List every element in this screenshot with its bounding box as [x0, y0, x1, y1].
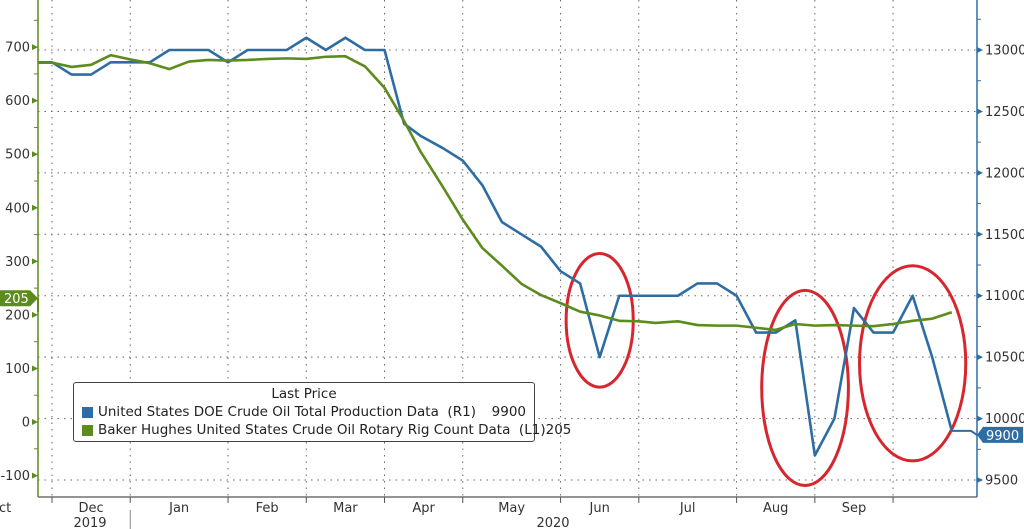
left-tick-label: 100 [5, 362, 30, 377]
left-tick-label: 300 [5, 255, 30, 270]
year-label: 2020 [536, 516, 569, 529]
x-tick-label: Jul [679, 501, 696, 516]
right-tick-arrow [977, 477, 983, 484]
left-tick-label: 0 [22, 416, 30, 431]
left-last-value-label: 205 [4, 292, 29, 307]
legend-swatch-green [82, 424, 93, 436]
left-tick-arrow [32, 151, 38, 158]
legend-series-name: Baker Hughes United States Crude Oil Rot… [98, 422, 511, 438]
legend: Last Price United States DOE Crude Oil T… [73, 382, 571, 442]
left-tick-arrow [32, 204, 38, 211]
legend-series-name: United States DOE Crude Oil Total Produc… [98, 404, 439, 420]
right-tick-arrow [977, 292, 983, 299]
x-tick-label: Apr [412, 501, 435, 516]
production-line [38, 36, 954, 457]
highlight-ellipses [564, 251, 968, 487]
legend-last-value: 9900 [491, 404, 526, 420]
right-tick-label: 13000 [985, 44, 1024, 59]
legend-series-axis: L1 [524, 422, 541, 438]
legend-header: Last Price [271, 386, 337, 402]
right-tick-arrow [977, 169, 983, 176]
legend-item-rig-count: Baker Hughes United States Crude Oil Rot… [82, 421, 571, 439]
highlight-ellipse [858, 264, 968, 463]
x-tick-label: Feb [256, 501, 279, 516]
left-tick-arrow [32, 419, 38, 426]
rig-count-line [38, 53, 953, 332]
right-tick-label: 11500 [985, 228, 1024, 243]
x-tick-label: Jun [589, 501, 610, 516]
x-tick-label: Aug [763, 501, 788, 516]
x-tick-label: Jan [168, 501, 189, 516]
right-tick-label: 12000 [985, 166, 1024, 181]
series-lines [38, 36, 954, 457]
right-tick-arrow [977, 354, 983, 361]
left-tick-label: 200 [5, 308, 30, 323]
x-tick-label: Sep [842, 501, 867, 516]
legend-item-production: United States DOE Crude Oil Total Produc… [82, 403, 526, 421]
left-tick-arrow [32, 44, 38, 51]
x-tick-label: Mar [333, 501, 358, 516]
left-tick-arrow [32, 365, 38, 372]
year-label: 2019 [73, 516, 106, 529]
legend-series-axis: R1 [452, 404, 471, 420]
right-tick-label: 11000 [985, 289, 1024, 304]
left-tick-label: -100 [0, 469, 30, 484]
right-tick-label: 10500 [985, 351, 1024, 366]
left-tick-arrow [32, 258, 38, 265]
left-tick-label: 400 [5, 201, 30, 216]
highlight-ellipse [760, 288, 850, 487]
x-tick-label: May [498, 501, 525, 516]
right-last-value-tag [977, 426, 1023, 443]
right-tick-label: 10000 [985, 412, 1024, 427]
left-tick-arrow [32, 311, 38, 318]
right-tick-arrow [977, 231, 983, 238]
left-tick-label: 500 [5, 148, 30, 163]
left-tick-label: 600 [5, 94, 30, 109]
right-tick-arrow [977, 108, 983, 115]
last-value-leader [951, 429, 978, 436]
left-tick-arrow [32, 97, 38, 104]
right-tick-label: 9500 [985, 474, 1018, 489]
left-last-value-tag [0, 290, 38, 307]
right-tick-arrow [977, 47, 983, 54]
x-tick-label: Dec [79, 501, 104, 516]
right-tick-label: 12500 [985, 105, 1024, 120]
legend-last-value: 205 [545, 422, 572, 438]
left-tick-label: 700 [5, 41, 30, 56]
right-tick-arrow [977, 415, 983, 422]
x-tick-label: Oct [0, 501, 11, 516]
right-last-value-label: 9900 [986, 429, 1019, 444]
left-tick-arrow [32, 472, 38, 479]
legend-swatch-blue [82, 406, 93, 418]
